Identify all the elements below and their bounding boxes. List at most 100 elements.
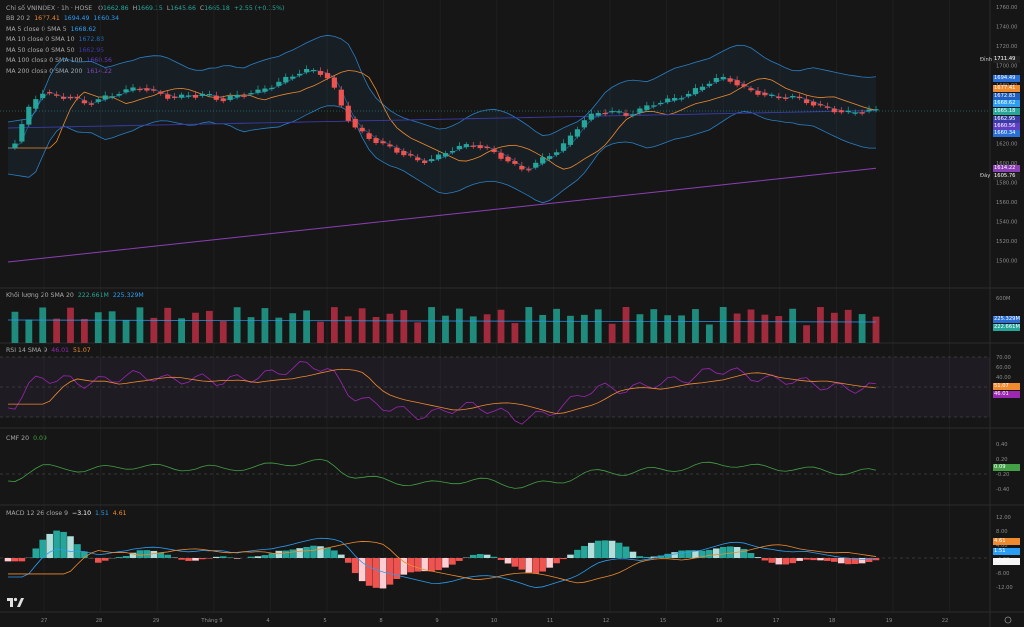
cmf-legend[interactable]: CMF 20 0.09 [6, 435, 51, 443]
time-axis-label: 5 [323, 618, 326, 624]
volume-bar [539, 314, 547, 343]
candle-body [609, 111, 615, 113]
candle-body [748, 88, 754, 91]
candle-body [547, 156, 553, 159]
macd-legend[interactable]: MACD 12 26 close 9 −3.10 1.51 4.61 [6, 510, 131, 518]
volume-bar [108, 311, 116, 343]
candle-body [241, 95, 247, 97]
indicator-value: 1662.95 [78, 46, 105, 54]
candle-body [644, 105, 650, 110]
volume-bar [705, 324, 713, 343]
cmf-line [7, 458, 877, 489]
candle-body [852, 112, 858, 114]
candle-body [102, 95, 108, 100]
macd-histogram-bar [421, 558, 428, 572]
volume-legend[interactable]: Khối lượng 20 SMA 20 222.661M 225.329M [6, 292, 148, 300]
macd-histogram-bar [789, 558, 796, 564]
axis-label: 1520.00 [996, 239, 1017, 245]
volume-bar [261, 308, 269, 343]
indicator-legend[interactable]: MA 5 close 0 SMA 5 1668.62 [6, 26, 100, 34]
candle-body [692, 88, 699, 95]
candle-body [810, 101, 817, 106]
indicator-value: 46.01 [51, 347, 69, 354]
candle-body [88, 103, 94, 105]
macd-histogram-bar [476, 554, 484, 558]
axis-label: -0.20 [996, 472, 1009, 478]
candle-body [359, 127, 365, 132]
candle-body [616, 111, 622, 113]
macd-histogram-bar [178, 558, 185, 560]
macd-histogram-bar [865, 558, 873, 563]
indicator-value: −3.10 [72, 510, 92, 517]
volume-bar [650, 309, 658, 343]
candle-body [262, 88, 268, 92]
time-axis-label: 17 [773, 618, 780, 624]
volume-bar [164, 307, 172, 343]
macd-histogram-bar [810, 558, 817, 561]
candle-body [699, 86, 705, 91]
volume-bar [455, 308, 463, 343]
macd-histogram-bar [254, 556, 262, 558]
candle-body [449, 150, 456, 153]
volume-bar [844, 309, 852, 343]
macd-histogram-bar [574, 549, 581, 558]
candle-body [185, 95, 192, 97]
macd-histogram-bar [796, 558, 803, 561]
indicator-label: Khối lượng 20 SMA 20 [6, 292, 74, 299]
axis-label: 1740.00 [996, 25, 1017, 31]
macd-histogram-bar [101, 558, 109, 561]
volume-bar [400, 310, 408, 343]
indicator-value: 225.329M [112, 292, 144, 299]
volume-bar [692, 309, 699, 343]
volume-bar [414, 322, 422, 343]
time-axis-label: 10 [491, 618, 498, 624]
volume-bar [580, 314, 588, 343]
volume-bar [94, 312, 102, 343]
rsi-pane [0, 356, 990, 425]
volume-bar [469, 316, 477, 343]
macd-histogram-bar [4, 558, 12, 562]
indicator-label: MACD 12 26 close 9 [6, 510, 69, 517]
volume-bar [622, 307, 630, 343]
indicator-label: MA 50 close 0 SMA 50 [6, 46, 75, 54]
volume-bar [205, 310, 213, 343]
volume-bar [178, 318, 185, 343]
tradingview-logo-icon[interactable] [6, 595, 24, 609]
macd-histogram-bar [449, 558, 456, 565]
candle-body [442, 153, 449, 157]
candle-body [151, 89, 157, 91]
volume-bar [817, 307, 824, 343]
macd-histogram-bar [303, 547, 310, 558]
macd-histogram-bar [247, 556, 255, 558]
macd-histogram-bar [754, 557, 762, 558]
volume-bar [11, 311, 19, 343]
ohlc-value: 1662.86 [103, 5, 129, 12]
candle-body [54, 94, 60, 96]
candle-body [790, 96, 796, 98]
candle-body [720, 76, 726, 80]
candle-body [831, 108, 837, 113]
settings-gear-icon [1004, 616, 1012, 624]
candle-body [255, 89, 261, 93]
volume-bar [344, 316, 352, 343]
volume-bar [150, 317, 158, 343]
rsi-legend[interactable]: RSI 14 SMA 9 46.01 51.07 [6, 347, 95, 355]
candle-body [373, 138, 379, 143]
axis-label: -0.40 [996, 487, 1009, 493]
axis-label: 1600.00 [996, 161, 1017, 167]
symbol-title[interactable]: Chỉ số VNINDEX · 1h · HOSE [6, 5, 93, 12]
macd-histogram-bar [157, 552, 165, 558]
macd-histogram-bar [594, 540, 602, 558]
macd-histogram-bar [400, 558, 408, 575]
indicator-legend[interactable]: MA 50 close 0 SMA 50 1662.95 [6, 47, 108, 55]
volume-bar [803, 325, 810, 343]
candle-body [505, 156, 511, 162]
indicator-legend[interactable]: MA 10 close 0 SMA 10 1672.83 [6, 36, 108, 44]
indicator-legend[interactable]: BB 20 2 1677.41 1694.49 1660.34 [6, 15, 123, 23]
indicator-label: CMF 20 [6, 435, 30, 442]
macd-histogram-bar [233, 558, 241, 559]
candle-body [33, 99, 39, 109]
volume-bar [233, 307, 241, 343]
volume-bar [25, 319, 33, 343]
